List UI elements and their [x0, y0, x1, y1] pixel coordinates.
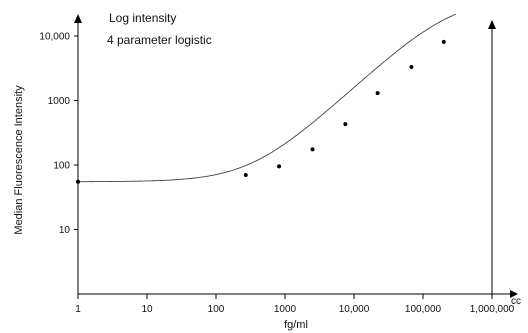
data-point — [76, 179, 80, 184]
x-tick-label: 100 — [208, 304, 225, 315]
data-point — [343, 122, 348, 127]
y-axis-title: Median Fluorescence Intensity — [13, 85, 25, 235]
y-axis-arrow-icon — [74, 14, 82, 23]
fit-curve — [77, 13, 457, 183]
data-points-layer — [76, 39, 446, 184]
annotation-log-intensity: Log intensity — [109, 11, 176, 25]
fit-curve-layer — [77, 13, 457, 183]
x-tick-label: 1,000,000 — [470, 304, 515, 315]
data-point — [310, 147, 315, 152]
data-point — [441, 39, 446, 44]
x-tick-label: 10 — [141, 304, 153, 315]
x-tick-label: 10,000 — [339, 304, 370, 315]
x-axis-title: fg/ml — [284, 319, 308, 331]
data-point — [375, 91, 380, 96]
x-axis-arrow-icon — [510, 290, 518, 298]
labels-layer: Log intensity 4 parameter logistic fg/ml… — [13, 11, 521, 331]
right-axis-arrow-icon — [488, 20, 496, 29]
axes: 1 10 100 1000 10,000 100,000 1,000,000 10 100 100… — [39, 14, 518, 315]
x-axis-arrow-label: cc — [511, 296, 521, 307]
y-tick-label: 100 — [53, 161, 70, 172]
x-tick-label: 100,000 — [405, 304, 442, 315]
y-tick-label: 1000 — [48, 96, 71, 107]
data-point — [277, 164, 282, 169]
y-tick-label: 10,000 — [39, 32, 70, 43]
data-point — [243, 172, 248, 177]
data-point — [409, 65, 414, 70]
x-tick-label: 1000 — [274, 304, 297, 315]
y-tick-label: 10 — [59, 225, 71, 236]
annotation-model: 4 parameter logistic — [107, 33, 212, 47]
x-tick-label: 1 — [75, 304, 81, 315]
